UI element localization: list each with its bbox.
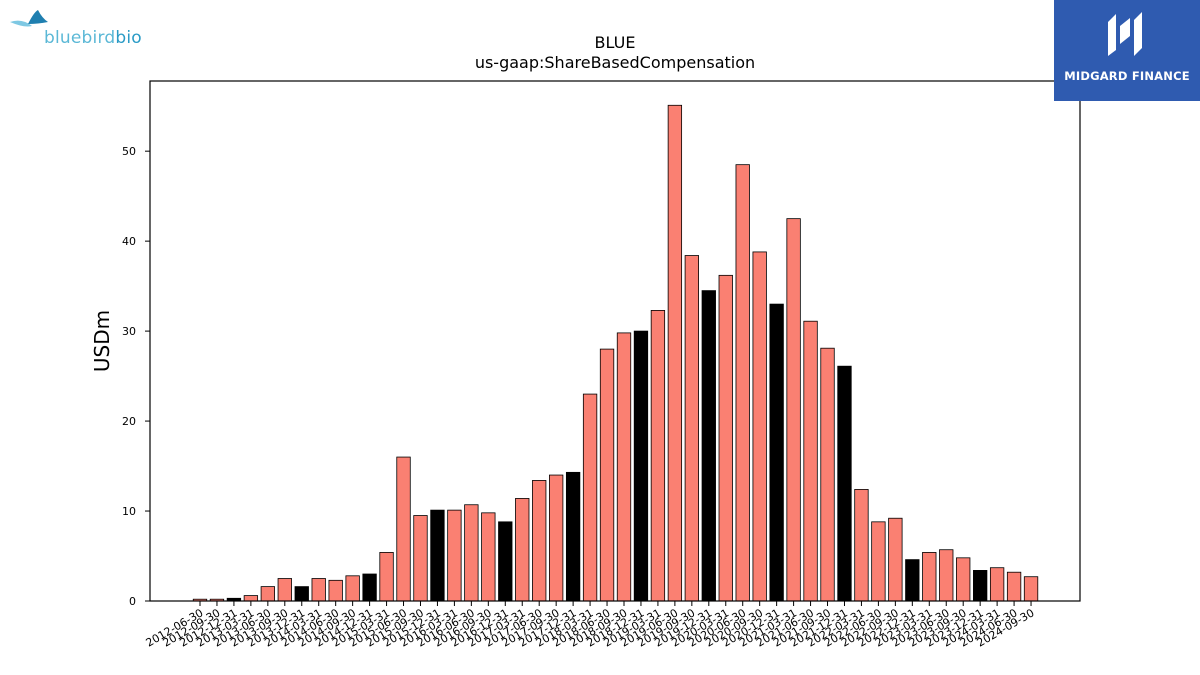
bar-2023-03-31 (922, 552, 937, 602)
x-ticks-group: 2012-06-302012-09-302012-12-312013-03-31… (144, 601, 1037, 650)
midgard-finance-text: MIDGARD FINANCE (1064, 69, 1190, 83)
bar-2016-06-30 (464, 504, 479, 602)
bar-2017-03-31 (515, 498, 530, 602)
bar-2023-06-30 (939, 549, 954, 602)
bar-2014-12-31 (362, 573, 377, 602)
y-tick-label: 30 (122, 325, 136, 338)
bar-2013-06-30 (260, 586, 275, 602)
logo-text-bluebird: bluebird (44, 28, 116, 48)
bar-2022-06-30 (871, 521, 886, 602)
bar-2017-06-30 (532, 480, 547, 602)
bar-2015-06-30 (396, 456, 411, 602)
bar-2021-12-31 (837, 365, 852, 602)
bar-2019-03-31 (650, 310, 666, 602)
midgard-finance-logo: MIDGARD FINANCE (1054, 0, 1200, 101)
bar-2014-03-31 (311, 578, 326, 602)
bar-2016-09-30 (481, 512, 496, 602)
bar-2014-06-30 (328, 579, 343, 602)
y-tick-label: 40 (122, 235, 136, 248)
bar-2019-06-30 (667, 104, 683, 602)
bar-2018-12-31 (633, 330, 649, 602)
bar-2023-12-31 (973, 570, 988, 602)
bar-2017-09-30 (549, 474, 564, 602)
bar-2013-03-31 (243, 595, 259, 602)
bar-2024-09-30 (1023, 576, 1039, 602)
bar-2023-09-30 (956, 557, 971, 602)
bar-2018-06-30 (599, 348, 615, 602)
bar-2021-06-30 (803, 320, 818, 602)
bar-2015-09-30 (413, 515, 428, 602)
bar-2015-12-31 (430, 509, 445, 602)
bar-2017-12-31 (565, 471, 581, 602)
bar-2020-12-31 (769, 303, 784, 602)
bar-2021-03-31 (786, 218, 801, 602)
bar-2022-03-31 (854, 489, 869, 602)
bar-2016-03-31 (447, 509, 462, 602)
bar-2022-12-31 (905, 559, 920, 602)
midgard-mark-icon (1108, 12, 1142, 56)
bar-2020-03-31 (718, 274, 733, 602)
bar-2018-09-30 (616, 332, 632, 602)
y-ticks-group: 0 10 20 30 40 50 (122, 145, 150, 608)
chart-subtitle: us-gaap:ShareBasedCompensation (475, 53, 755, 72)
bars-group (192, 104, 1039, 602)
bar-2019-12-31 (701, 290, 716, 602)
logo-text-bio: bio (115, 28, 142, 48)
bluebirdbio-logo-text: bluebirdbio (44, 28, 142, 48)
chart-title: BLUE (595, 33, 636, 52)
bird-icon (10, 10, 48, 27)
y-axis-label: USDm (90, 310, 114, 372)
bar-2022-09-30 (888, 517, 903, 602)
bar-2016-12-31 (498, 521, 513, 602)
bar-2020-06-30 (735, 164, 750, 602)
y-tick-label: 10 (122, 505, 136, 518)
bar-2013-09-30 (277, 578, 292, 602)
bar-2013-12-31 (294, 586, 309, 602)
bar-2015-03-31 (379, 552, 394, 602)
y-tick-label: 50 (122, 145, 136, 158)
bar-2024-03-31 (989, 567, 1005, 602)
bar-2021-09-30 (820, 347, 835, 602)
bar-2014-09-30 (345, 575, 360, 602)
bar-2020-09-30 (752, 251, 767, 602)
bar-2018-03-31 (582, 393, 598, 602)
bar-2019-09-30 (684, 255, 699, 602)
y-tick-label: 20 (122, 415, 136, 428)
bar-2024-06-30 (1006, 571, 1022, 602)
y-tick-label: 0 (129, 595, 136, 608)
plot-frame (149, 80, 1081, 602)
bluebirdbio-logo (8, 8, 158, 52)
